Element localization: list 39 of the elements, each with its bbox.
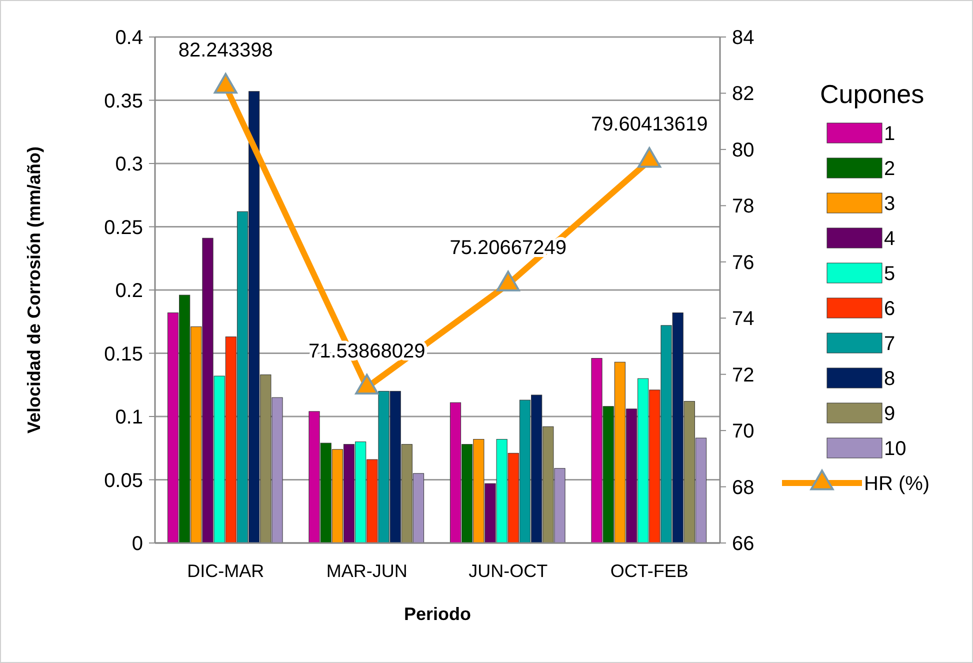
- legend-label: 9: [884, 403, 896, 425]
- legend-title: Cupones: [820, 79, 924, 109]
- y2-tick-label: 66: [732, 533, 754, 555]
- legend-label: 2: [884, 158, 896, 180]
- y-tick-label: 0.15: [104, 343, 143, 366]
- y2-tick-label: 78: [732, 196, 754, 218]
- y2-tick-label: 68: [732, 476, 754, 499]
- y2-tick-label: 72: [732, 364, 754, 386]
- y2-tick-label: 74: [732, 308, 754, 330]
- legend-label: HR (%): [864, 473, 930, 495]
- y2-tick-label: 80: [732, 139, 754, 162]
- legend-label: 7: [884, 333, 896, 355]
- x-tick-label: OCT-FEB: [610, 561, 688, 581]
- legend-label: 4: [884, 228, 896, 250]
- legend-label: 5: [884, 263, 896, 285]
- y-tick-label: 0.4: [115, 27, 143, 49]
- data-label: 79.60413619: [590, 114, 708, 136]
- y2-tick-label: 76: [732, 252, 754, 274]
- y-tick-label: 0.1: [115, 406, 143, 428]
- y-tick-label: 0.3: [115, 154, 143, 176]
- y-tick-label: 0.05: [104, 470, 143, 492]
- x-axis-title: Periodo: [404, 604, 472, 624]
- y-tick-label: 0: [132, 533, 143, 555]
- legend-label: 3: [884, 193, 896, 215]
- y-tick-label: 0.25: [104, 216, 143, 239]
- y-axis-title: Velocidad de Corrosión (mm/año): [24, 146, 44, 434]
- x-tick-label: JUN-OCT: [468, 561, 548, 581]
- data-label: 82.243398: [178, 39, 273, 62]
- x-tick-label: DIC-MAR: [187, 561, 264, 581]
- y2-tick-label: 84: [732, 27, 754, 49]
- legend-label: 8: [884, 368, 896, 390]
- y-tick-label: 0.2: [115, 280, 143, 302]
- y2-tick-label: 82: [732, 83, 754, 106]
- legend-label: 10: [884, 438, 906, 460]
- legend-label: 6: [884, 298, 896, 320]
- x-tick-label: MAR-JUN: [326, 561, 408, 581]
- y-tick-label: 0.35: [104, 90, 143, 112]
- y2-tick-label: 70: [732, 420, 754, 443]
- legend-label: 1: [884, 123, 896, 145]
